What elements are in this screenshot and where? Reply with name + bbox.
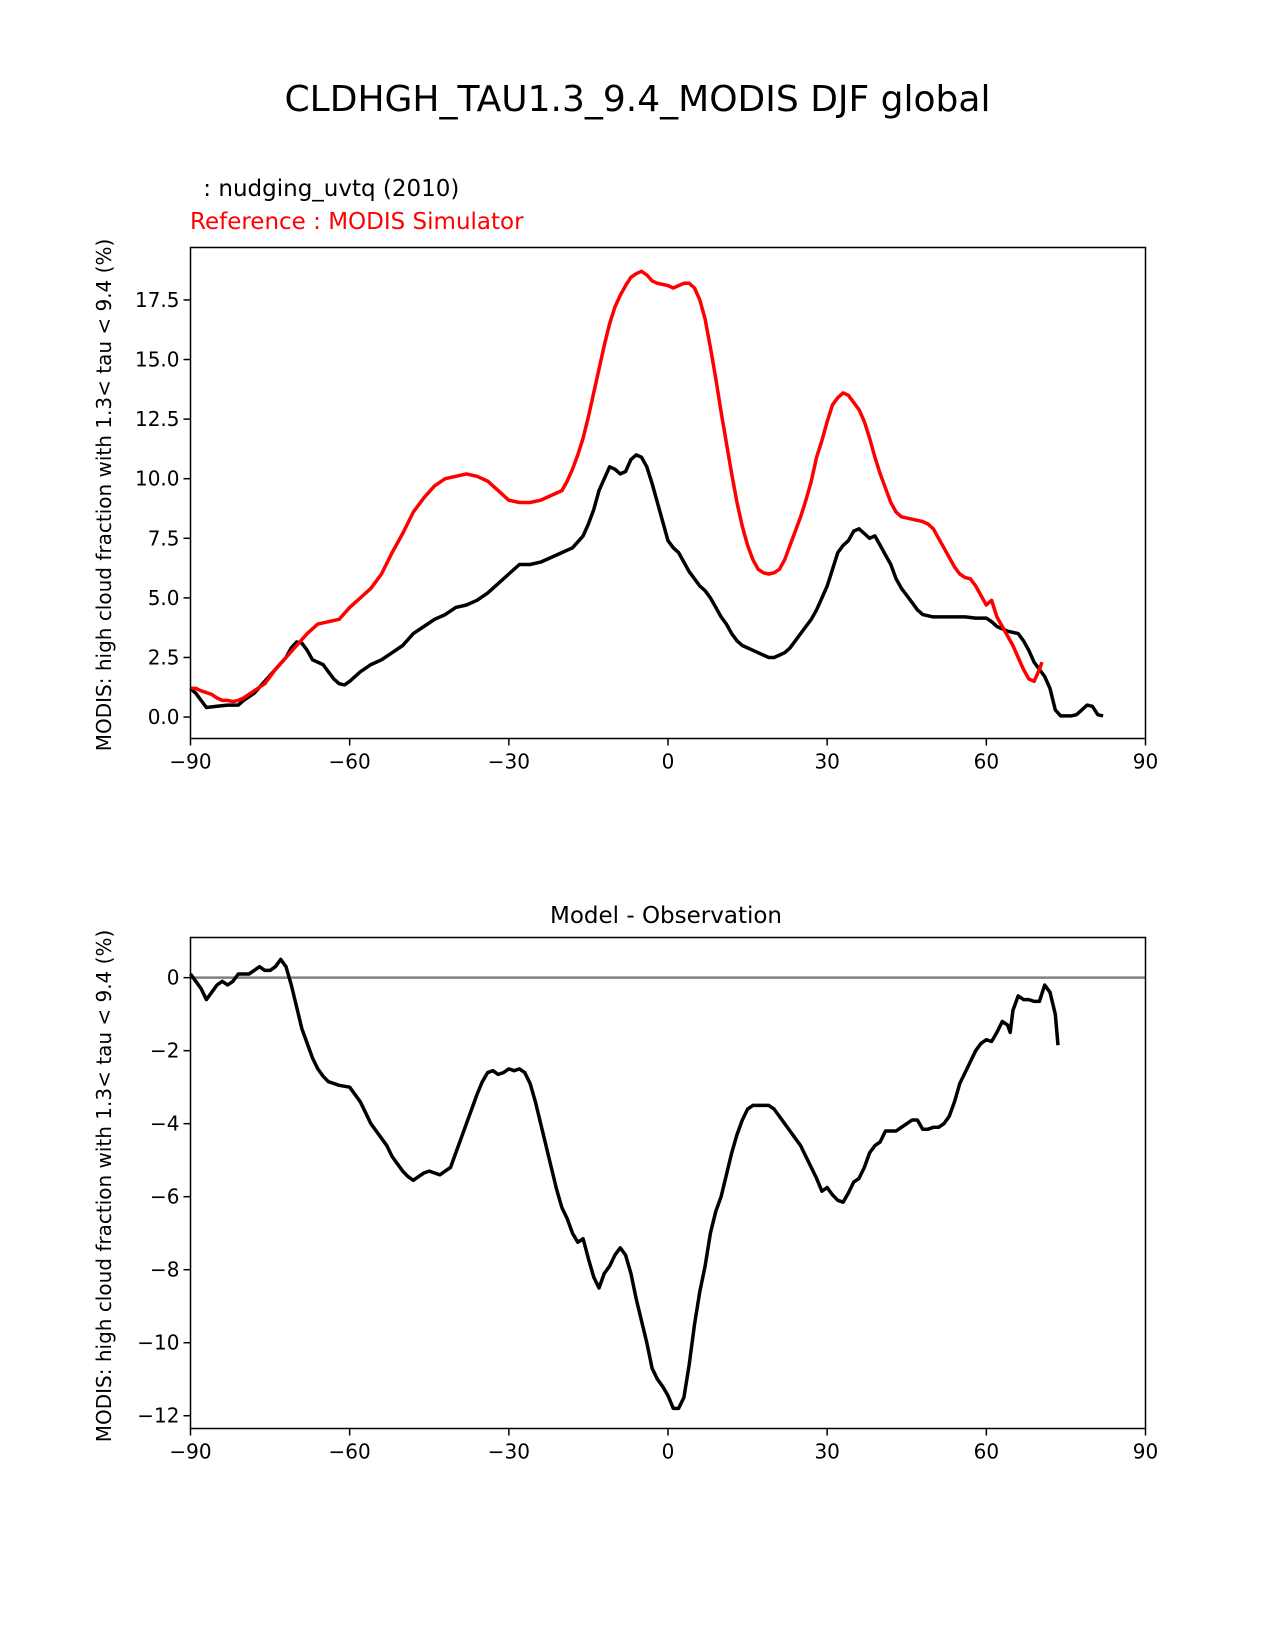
x-tick-label: 0 [662,750,675,774]
top-plot-frame [189,246,1147,740]
bottom-y-ticks: 0 −2 −4 −6 −8 −10 −12 [137,966,191,1428]
x-tick-label: −60 [329,1440,371,1464]
y-tick-label: 2.5 [148,645,180,669]
y-tick-label: −8 [150,1258,179,1282]
top-x-ticks: −90 −60 −30 0 30 60 90 [169,738,1158,774]
y-tick-label: −6 [150,1185,179,1209]
x-tick-label: 90 [1133,1440,1158,1464]
x-tick-label: 60 [974,1440,999,1464]
x-tick-label: −60 [329,750,371,774]
series-line-1 [190,269,1044,704]
x-tick-label: 0 [662,1440,675,1464]
x-tick-label: −90 [169,750,211,774]
bottom-y-axis-label: MODIS: high cloud fraction with 1.3< tau… [92,930,116,1442]
y-tick-label: 12.5 [135,407,180,431]
series-line-0 [189,957,1060,1411]
x-tick-label: 90 [1133,750,1158,774]
y-tick-label: 0 [167,966,180,990]
y-tick-label: −2 [150,1039,179,1063]
y-tick-label: 15.0 [135,348,180,372]
y-tick-label: 7.5 [148,526,180,550]
series-line-0 [189,453,1104,718]
y-tick-label: 17.5 [135,288,180,312]
test-run-title: : nudging_uvtq (2010) [196,176,459,202]
x-tick-label: 60 [974,750,999,774]
x-tick-label: 30 [814,750,839,774]
y-tick-label: 0.0 [148,705,180,729]
y-tick-label: 10.0 [135,467,180,491]
top-series-layer [189,269,1104,718]
y-tick-label: −4 [150,1112,179,1136]
x-tick-label: −30 [488,1440,530,1464]
y-tick-label: −12 [137,1404,179,1428]
top-y-axis-label: MODIS: high cloud fraction with 1.3< tau… [92,239,116,751]
x-tick-label: −90 [169,1440,211,1464]
top-plot-panel: : nudging_uvtq (2010) Reference : MODIS … [92,176,1158,774]
bottom-x-ticks: −90 −60 −30 0 30 60 90 [169,1428,1158,1464]
y-tick-label: −10 [137,1331,179,1355]
difference-plot-title: Model - Observation [550,903,782,929]
bottom-series-layer [189,957,1060,1411]
x-tick-label: 30 [814,1440,839,1464]
reference-title: Reference : MODIS Simulator [190,209,524,235]
x-tick-label: −30 [488,750,530,774]
y-tick-label: 5.0 [148,586,180,610]
bottom-plot-panel: Model - Observation MODIS: high cloud fr… [92,903,1158,1464]
figure-title: CLDHGH_TAU1.3_9.4_MODIS DJF global [285,79,991,120]
top-y-ticks: 0.0 2.5 5.0 7.5 10.0 12.5 15.0 17.5 [135,288,191,729]
bottom-plot-frame [189,936,1147,1430]
